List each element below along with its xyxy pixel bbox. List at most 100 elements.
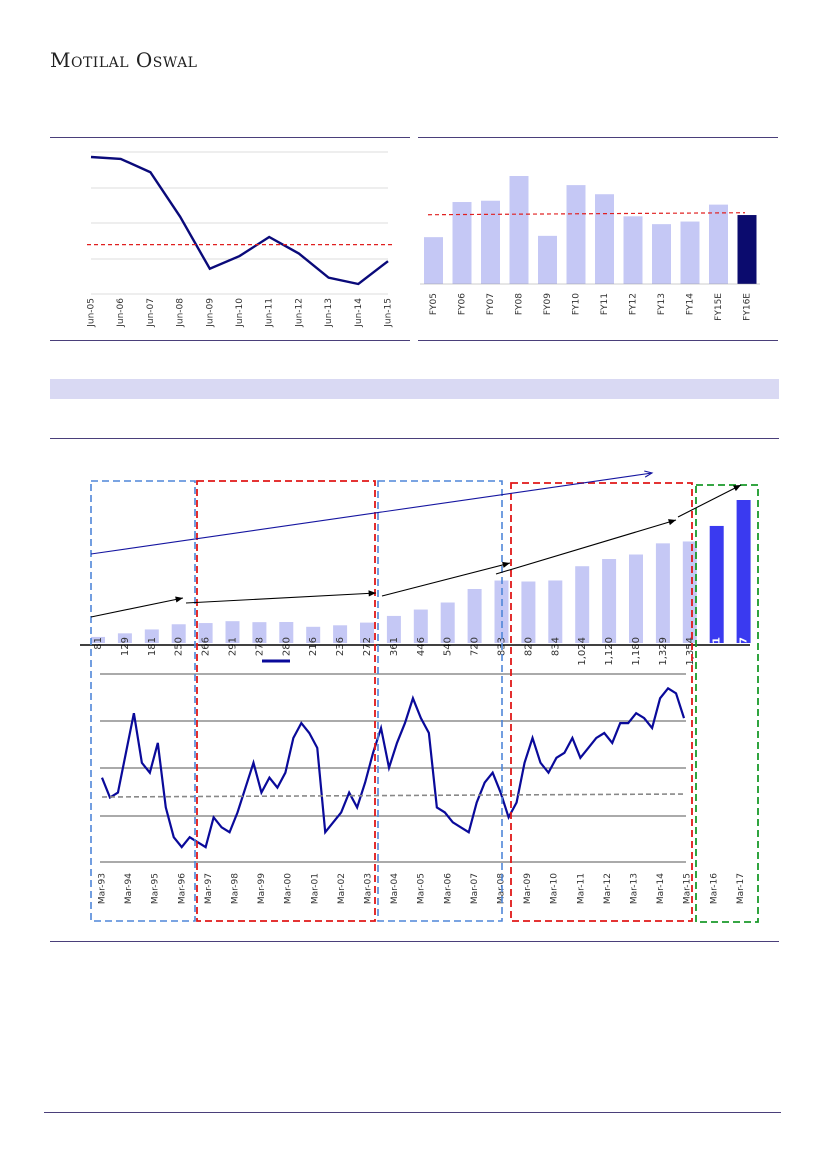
page-footer-rule <box>44 1112 781 1113</box>
tick-label: FY08 <box>515 293 525 315</box>
bar <box>333 625 348 643</box>
tick-label: Mar-03 <box>364 873 374 904</box>
data-label: 216 <box>308 637 319 656</box>
data-label: 540 <box>443 637 454 656</box>
tick-label: Jun-09 <box>205 298 215 328</box>
bar <box>595 194 614 284</box>
tick-label: Mar-15 <box>683 873 693 904</box>
tick-label: Mar-93 <box>98 873 108 904</box>
section-band <box>50 379 779 399</box>
section-rule-top <box>50 438 779 439</box>
data-label: 1,561 <box>712 637 723 669</box>
tick-label: Mar-04 <box>390 873 400 904</box>
series-line <box>100 686 686 849</box>
tick-label: Jun-11 <box>265 298 275 328</box>
tick-label: Mar-14 <box>656 873 666 904</box>
tick-label: Jun-12 <box>294 298 304 328</box>
tick-label: FY15E <box>714 293 724 321</box>
tick-label: Mar-01 <box>310 873 320 904</box>
bar <box>171 624 186 643</box>
data-label: 250 <box>174 637 185 656</box>
tick-label: Mar-97 <box>204 873 214 904</box>
bar <box>386 615 401 643</box>
data-label: 720 <box>470 637 481 656</box>
bar <box>440 602 455 643</box>
data-label: 834 <box>550 637 561 656</box>
trend-arrow-2-head <box>368 590 376 597</box>
bar <box>252 622 267 643</box>
phase-box-blue-1 <box>90 480 196 922</box>
header-rule-right <box>418 137 778 138</box>
bar <box>737 215 757 284</box>
data-label: 291 <box>228 637 239 656</box>
bar <box>509 176 529 284</box>
tick-label: FY10 <box>572 293 582 315</box>
data-label: 129 <box>120 637 131 656</box>
bar <box>682 541 697 643</box>
bar <box>655 543 670 643</box>
tick-label: Jun-07 <box>146 298 156 328</box>
bar <box>602 559 617 643</box>
data-label: 81 <box>93 637 104 650</box>
tick-label: Mar-95 <box>151 873 161 904</box>
bar <box>144 629 159 643</box>
trend-arrow-3-head <box>502 561 510 568</box>
bar <box>225 621 240 643</box>
trend-arrow-5 <box>677 484 742 518</box>
tick-label: Jun-08 <box>176 298 186 328</box>
bar <box>521 581 536 643</box>
data-label: 236 <box>335 637 346 656</box>
bar <box>548 580 563 643</box>
data-label: 1,329 <box>658 637 669 666</box>
data-label: 1,354 <box>685 637 696 666</box>
tick-label: Mar-06 <box>443 873 453 904</box>
brand-logo: Motilal Oswal <box>50 48 198 72</box>
tick-label: Mar-17 <box>736 873 746 904</box>
data-label: 1,180 <box>631 637 642 666</box>
trend-arrow-long <box>90 472 653 555</box>
tick-label: Mar-98 <box>231 873 241 904</box>
trend-arrow-4 <box>495 519 677 575</box>
tick-label: Mar-99 <box>257 873 267 904</box>
tick-label: FY11 <box>600 293 610 315</box>
tick-label: Mar-16 <box>709 873 719 904</box>
tick-label: Mar-05 <box>417 873 427 904</box>
tick-label: Jun-05 <box>87 298 97 328</box>
data-label: 361 <box>389 637 400 656</box>
trend-arrow-1-head <box>175 596 183 603</box>
tick-label: FY16E <box>743 293 753 321</box>
tick-label: Jun-13 <box>324 298 334 328</box>
tick-label: Jun-06 <box>116 298 126 328</box>
bar <box>566 185 586 284</box>
average-line <box>101 793 687 798</box>
bar <box>198 623 213 643</box>
tick-label: Mar-00 <box>284 873 294 904</box>
bar <box>360 622 374 643</box>
footer-rule-left <box>50 340 410 341</box>
series-line <box>90 155 389 286</box>
data-label: 820 <box>523 637 534 656</box>
tick-label: FY06 <box>458 293 468 315</box>
tick-label: Mar-94 <box>124 873 134 904</box>
tick-label: Mar-96 <box>177 873 187 904</box>
data-label: 280 <box>281 637 292 656</box>
bar <box>629 554 643 643</box>
bar <box>424 237 443 284</box>
tick-label: FY12 <box>629 293 639 315</box>
tick-label: Mar-11 <box>576 873 586 904</box>
data-label: 272 <box>362 637 373 656</box>
data-label: 278 <box>254 637 265 656</box>
bar <box>575 566 590 643</box>
tick-label: Jun-10 <box>235 298 245 328</box>
bar <box>623 216 643 284</box>
tick-label: Mar-12 <box>603 873 613 904</box>
tick-label: Mar-13 <box>630 873 640 904</box>
data-label: 446 <box>416 637 427 656</box>
tick-label: Mar-09 <box>523 873 533 904</box>
footer-rule-right <box>418 340 778 341</box>
tick-label: Mar-02 <box>337 873 347 904</box>
data-label: 266 <box>201 637 212 656</box>
data-label: 1,120 <box>604 637 615 666</box>
forecast-bar <box>709 525 724 643</box>
bar <box>481 200 500 284</box>
